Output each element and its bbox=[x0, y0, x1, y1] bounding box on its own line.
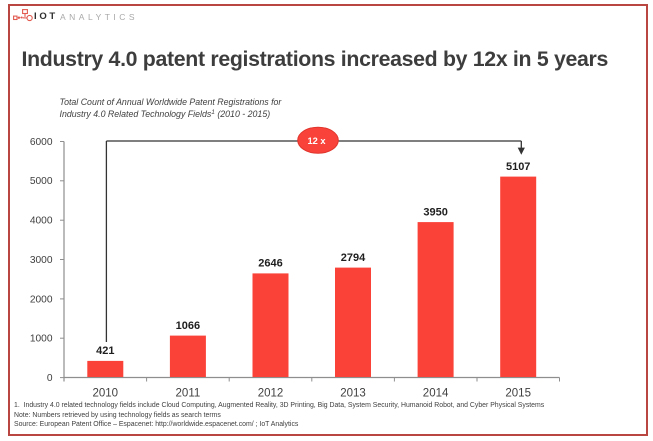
svg-text:6000: 6000 bbox=[30, 137, 53, 148]
svg-text:2011: 2011 bbox=[176, 388, 201, 400]
svg-text:0: 0 bbox=[47, 373, 53, 384]
svg-text:2014: 2014 bbox=[423, 388, 449, 400]
svg-text:2013: 2013 bbox=[340, 388, 366, 400]
svg-text:2012: 2012 bbox=[258, 388, 284, 400]
svg-text:1000: 1000 bbox=[30, 334, 53, 345]
svg-text:12 x: 12 x bbox=[307, 136, 326, 146]
svg-text:2646: 2646 bbox=[258, 258, 282, 270]
svg-text:4000: 4000 bbox=[30, 216, 53, 227]
svg-text:2794: 2794 bbox=[341, 252, 366, 264]
svg-text:2010: 2010 bbox=[93, 388, 119, 400]
svg-text:2015: 2015 bbox=[505, 388, 531, 400]
svg-text:3000: 3000 bbox=[30, 255, 53, 266]
svg-text:5107: 5107 bbox=[506, 161, 530, 173]
svg-text:3950: 3950 bbox=[423, 206, 447, 218]
svg-text:421: 421 bbox=[96, 345, 114, 357]
svg-text:5000: 5000 bbox=[30, 176, 53, 187]
svg-text:1066: 1066 bbox=[176, 320, 200, 332]
svg-text:2000: 2000 bbox=[30, 294, 53, 305]
